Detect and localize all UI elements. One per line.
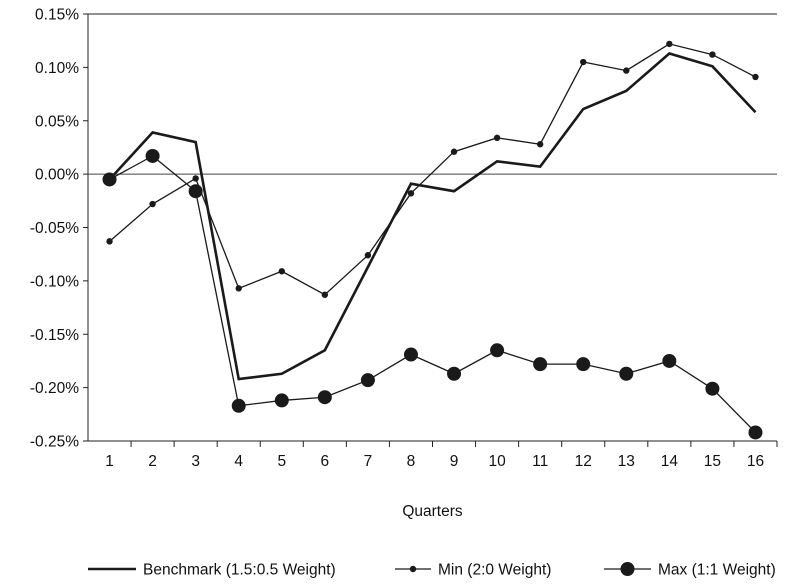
x-tick-label: 16 xyxy=(747,453,764,470)
data-point xyxy=(576,357,591,372)
data-point xyxy=(447,366,462,381)
data-point xyxy=(533,357,548,372)
legend-label: Min (2:0 Weight) xyxy=(438,562,551,579)
x-tick-label: 10 xyxy=(488,453,506,470)
x-tick-label: 1 xyxy=(105,453,114,470)
x-tick-label: 4 xyxy=(234,453,243,470)
x-tick-label: 11 xyxy=(532,453,548,470)
y-tick-label: 0.15% xyxy=(35,7,79,24)
legend-item: Benchmark (1.5:0.5 Weight) xyxy=(88,562,336,579)
data-point xyxy=(274,393,289,408)
y-tick-label: -0.10% xyxy=(30,273,79,290)
x-tick-label: 7 xyxy=(364,453,373,470)
data-point xyxy=(321,291,329,298)
plot-area xyxy=(87,13,777,442)
data-point xyxy=(493,134,501,142)
data-point xyxy=(188,184,203,199)
data-point xyxy=(149,200,156,208)
legend-label: Benchmark (1.5:0.5 Weight) xyxy=(143,562,336,579)
data-point xyxy=(231,398,246,413)
data-point xyxy=(317,390,332,405)
x-tick-label: 8 xyxy=(407,453,416,470)
data-point xyxy=(278,268,285,275)
x-tick-label: 13 xyxy=(618,453,635,470)
y-tick-label: -0.20% xyxy=(30,380,79,397)
x-tick-label: 12 xyxy=(575,453,592,470)
data-point xyxy=(748,425,763,440)
series-0 xyxy=(108,52,757,381)
y-tick-label: 0.00% xyxy=(35,167,79,184)
data-point xyxy=(752,73,759,81)
y-tick-label: 0.05% xyxy=(35,113,79,130)
data-point xyxy=(666,40,673,48)
x-tick-label: 9 xyxy=(450,453,459,470)
data-point xyxy=(536,141,544,148)
data-point xyxy=(623,67,630,74)
x-tick-label: 6 xyxy=(321,453,330,470)
x-tick-label: 14 xyxy=(661,453,679,470)
data-point xyxy=(360,373,375,388)
x-tick-label: 15 xyxy=(704,453,721,470)
y-tick-label: -0.15% xyxy=(30,327,79,344)
legend-item: Max (1:1 Weight) xyxy=(604,562,776,579)
data-point xyxy=(145,148,160,163)
data-point xyxy=(364,252,372,259)
data-point xyxy=(102,172,117,187)
legend-item: Min (2:0 Weight) xyxy=(395,562,551,579)
legend-label: Max (1:1 Weight) xyxy=(658,562,776,579)
data-point xyxy=(619,366,634,381)
data-point xyxy=(106,238,113,245)
x-tick-label: 5 xyxy=(277,453,286,470)
y-tick-label: 0.10% xyxy=(35,60,79,77)
data-point xyxy=(662,353,677,368)
data-point xyxy=(407,190,415,197)
legend-marker xyxy=(620,562,635,576)
y-tick-label: -0.05% xyxy=(30,220,79,237)
data-point xyxy=(490,343,505,358)
data-point xyxy=(235,285,242,292)
x-tick-label: 3 xyxy=(191,453,200,470)
series-1 xyxy=(106,40,759,298)
data-point xyxy=(580,58,587,66)
series-line xyxy=(109,43,756,296)
legend: Benchmark (1.5:0.5 Weight) Min (2:0 Weigh… xyxy=(88,562,776,579)
data-point xyxy=(192,175,199,182)
y-axis: 0.15% 0.10% 0.05% 0.00% -0.05% -0.10% -0.15% -0… xyxy=(30,7,88,451)
data-point xyxy=(705,381,720,396)
data-point xyxy=(709,51,716,58)
data-point xyxy=(403,347,418,362)
series-2 xyxy=(102,148,763,440)
x-axis-title: Quarters xyxy=(402,503,463,520)
series-line xyxy=(108,52,757,381)
y-tick-label: -0.25% xyxy=(30,434,79,451)
x-axis: 1 2 3 4 5 6 7 8 9 10 11 12 13 14 15 16 xyxy=(105,441,778,470)
legend-marker xyxy=(409,565,417,573)
data-point xyxy=(450,148,458,155)
series-layer xyxy=(102,40,763,440)
series-line xyxy=(109,155,756,433)
x-tick-label: 2 xyxy=(148,453,157,470)
